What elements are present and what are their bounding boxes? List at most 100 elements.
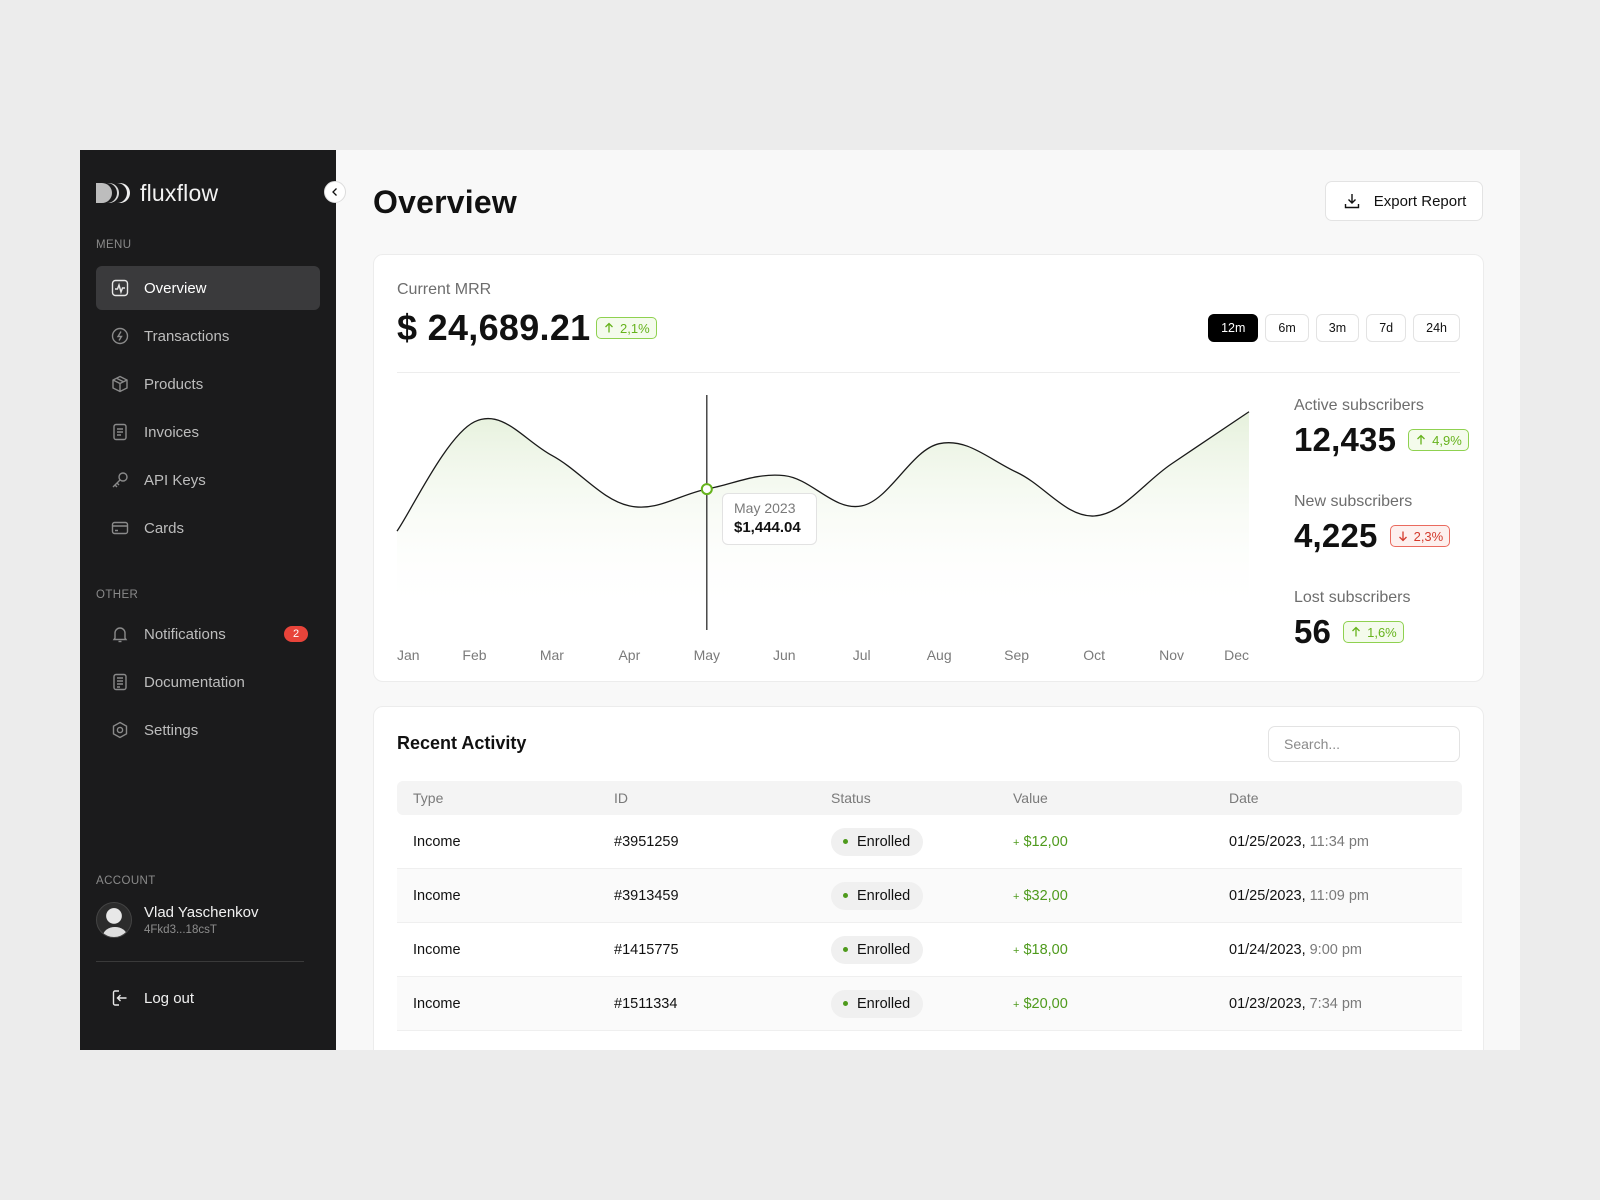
column-header-status[interactable]: Status [831, 790, 871, 806]
recent-activity-title: Recent Activity [397, 733, 527, 753]
nav-item-settings[interactable]: Settings [96, 708, 320, 752]
column-header-id[interactable]: ID [614, 790, 628, 806]
nav-item-label: Notifications [144, 625, 226, 643]
cell-id: #1415775 [614, 941, 679, 958]
x-tick-label: Jun [773, 647, 796, 663]
recent-activity-card: Recent Activity Type ID Status Value Dat… [373, 706, 1484, 1050]
chart-highlight-point[interactable] [700, 483, 713, 496]
activity-search [1268, 726, 1465, 762]
column-header-type[interactable]: Type [413, 790, 444, 806]
nav-item-products[interactable]: Products [96, 362, 320, 406]
stat-value: 4,225 [1294, 517, 1378, 554]
x-tick-label: Mar [540, 647, 564, 663]
status-badge: Enrolled [831, 989, 924, 1018]
table-row[interactable]: Income #1415775 Enrolled + $18,00 01/24/2… [397, 923, 1462, 977]
brand-logo[interactable]: fluxflow [96, 150, 320, 236]
range-button-24h[interactable]: 24h [1413, 314, 1460, 342]
nav-item-label: Products [144, 375, 204, 393]
nav-item-documentation[interactable]: Documentation [96, 660, 320, 704]
settings-icon [112, 721, 128, 739]
cell-value: $12,00 [1023, 833, 1068, 850]
stat-change-badge: 1,6% [1343, 621, 1404, 643]
range-button-6m[interactable]: 6m [1265, 314, 1309, 342]
nav-item-label: Settings [144, 721, 199, 739]
docs-icon [113, 673, 127, 691]
x-tick-label: Dec [1224, 647, 1249, 663]
nav-item-label: Cards [144, 519, 185, 537]
lightning-circle-icon [111, 327, 129, 345]
table-row[interactable]: Income #1511334 Enrolled + $20,00 01/23/2… [397, 977, 1462, 1031]
fluxflow-logo-icon [96, 183, 130, 203]
page-title: Overview [373, 184, 517, 220]
cell-time: 11:34 pm [1309, 833, 1369, 850]
box-icon [112, 375, 128, 393]
nav-item-cards[interactable]: Cards [96, 506, 320, 550]
mrr-divider [397, 372, 1460, 373]
export-report-label: Export Report [1373, 192, 1467, 210]
sidebar: fluxflow MENU Overview Transactions Prod… [80, 150, 346, 1050]
stat-value: 56 [1294, 613, 1332, 650]
search-input[interactable] [1284, 736, 1465, 752]
arrow-up-icon [1352, 626, 1361, 637]
range-button-7d[interactable]: 7d [1366, 314, 1407, 342]
x-tick-label: May [694, 647, 720, 663]
account-id: 4Fkd3...18csT [144, 924, 217, 936]
collapse-sidebar-button[interactable] [324, 181, 346, 203]
logout-icon [112, 990, 127, 1006]
stat-label: Lost subscribers [1294, 589, 1411, 606]
mrr-value: $ 24,689.21 [397, 307, 591, 348]
nav-item-api-keys[interactable]: API Keys [96, 458, 320, 502]
main-nav: Overview Transactions Products Invoices … [96, 266, 320, 554]
table-row[interactable]: Income #3913459 Enrolled + $32,00 01/25/2… [397, 869, 1462, 923]
status-dot-icon [843, 839, 848, 844]
stat-label: New subscribers [1294, 493, 1413, 510]
cell-type: Income [413, 941, 461, 958]
cell-time: 9:00 pm [1309, 941, 1363, 958]
nav-item-overview[interactable]: Overview [96, 266, 320, 310]
cell-date: 01/23/2023, [1229, 995, 1306, 1012]
mrr-card: Current MRR $ 24,689.21 2,1% 12m 6m 3m 7… [373, 254, 1484, 682]
mrr-change-value: 2,1% [620, 320, 650, 336]
mrr-line-chart[interactable]: Jan Feb Mar Apr May Jun Jul Aug Sep Oct Nov Dec [396, 395, 1250, 670]
status-dot-icon [843, 1001, 848, 1006]
activity-chart-icon [111, 279, 129, 297]
status-dot-icon [843, 947, 848, 952]
status-badge: Enrolled [831, 881, 924, 910]
menu-section-label: MENU [96, 239, 132, 251]
nav-item-notifications[interactable]: Notifications 2 [96, 612, 320, 656]
chart-series-line [396, 411, 1250, 532]
status-badge: Enrolled [831, 935, 924, 964]
key-icon [112, 472, 128, 488]
arrow-down-icon [1398, 531, 1407, 542]
column-header-value[interactable]: Value [1013, 790, 1048, 806]
arrow-up-icon [1417, 434, 1426, 445]
cell-value: $32,00 [1023, 887, 1068, 904]
range-button-3m[interactable]: 3m [1315, 314, 1360, 342]
status-label: Enrolled [857, 887, 911, 904]
account-info[interactable]: Vlad Yaschenkov 4Fkd3...18csT [96, 902, 259, 938]
cell-time: 7:34 pm [1309, 995, 1363, 1012]
range-button-12m[interactable]: 12m [1208, 314, 1259, 342]
stat-value: 12,435 [1294, 421, 1397, 458]
subscriber-stats: Active subscribers 12,435 4,9% New subsc… [1294, 397, 1469, 685]
status-badge: Enrolled [831, 827, 924, 856]
stat-change-value: 2,3% [1413, 528, 1444, 544]
column-header-date[interactable]: Date [1229, 790, 1259, 806]
cell-id: #3951259 [614, 833, 679, 850]
sidebar-divider [96, 961, 304, 962]
x-tick-label: Oct [1083, 647, 1105, 663]
cell-date: 01/25/2023, [1229, 887, 1306, 904]
nav-item-transactions[interactable]: Transactions [96, 314, 320, 358]
stat-change-value: 4,9% [1432, 432, 1462, 448]
logout-button[interactable]: Log out [96, 977, 304, 1019]
table-row[interactable]: Income #3951259 Enrolled + $12,00 01/25/2… [397, 815, 1462, 869]
x-tick-label: Sep [1004, 647, 1029, 663]
stat-label: Active subscribers [1294, 397, 1424, 414]
export-report-button[interactable]: Export Report [1325, 181, 1483, 221]
nav-item-label: Transactions [144, 327, 230, 345]
mrr-label: Current MRR [397, 281, 492, 298]
status-label: Enrolled [857, 995, 911, 1012]
nav-item-label: API Keys [144, 471, 206, 489]
nav-item-invoices[interactable]: Invoices [96, 410, 320, 454]
table-body: Income #3951259 Enrolled + $12,00 01/25/2… [397, 815, 1462, 1031]
